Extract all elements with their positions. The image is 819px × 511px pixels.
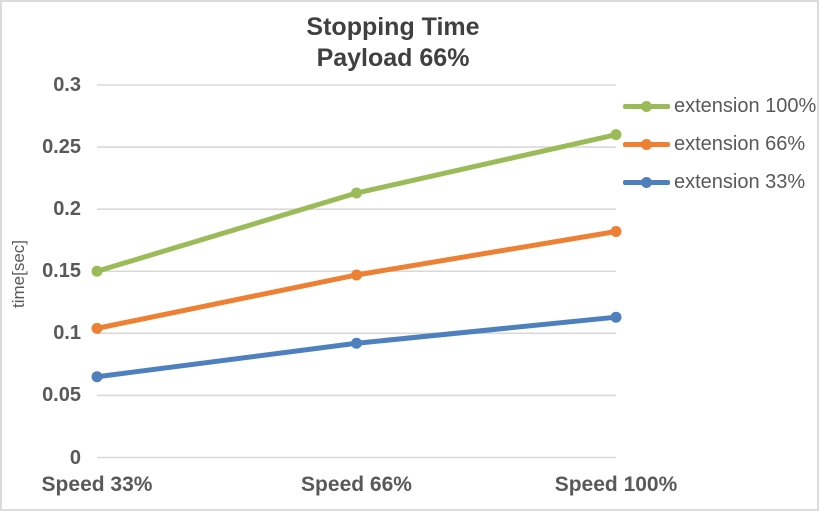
data-point-extension-66- [91, 322, 103, 334]
y-axis-tick-label: 0.1 [53, 322, 81, 345]
legend-line-marker-icon [623, 138, 670, 150]
data-point-extension-33- [610, 311, 622, 323]
y-axis-tick-label: 0.3 [53, 74, 81, 96]
x-axis-label-speed-66: Speed 66% [301, 473, 412, 496]
legend-line-marker-icon [623, 100, 670, 112]
y-axis-tick-label: 0 [69, 446, 81, 469]
data-point-extension-33- [91, 371, 103, 383]
data-point-extension-66- [351, 269, 362, 281]
y-axis-tick-label: 0.25 [42, 136, 81, 159]
series-line-extension-100- [94, 132, 619, 274]
data-point-extension-33- [351, 337, 362, 349]
legend-label: extension 66% [674, 132, 806, 155]
chart-title: Stopping Time Payload 66% [2, 12, 784, 74]
legend-label: extension 100% [674, 94, 817, 117]
data-point-extension-100- [351, 187, 362, 199]
chart-title-line-2: Payload 66% [316, 44, 470, 72]
chart-title-line-1: Stopping Time [306, 13, 480, 41]
y-axis-tick-label: 0.2 [53, 198, 81, 221]
data-point-extension-66- [610, 226, 622, 238]
data-point-extension-100- [91, 265, 103, 277]
legend-item-extension-33: extension 33% [623, 168, 817, 196]
y-axis-tick-label: 0.05 [42, 384, 81, 407]
x-axis-label-speed-100: Speed 100% [554, 473, 678, 496]
data-point-extension-100- [610, 129, 622, 141]
legend-item-extension-100: extension 100% [623, 92, 817, 120]
legend-item-extension-66: extension 66% [623, 130, 817, 158]
legend-label: extension 33% [674, 170, 806, 193]
y-axis-tick-label: 0.15 [42, 260, 81, 283]
legend-line-marker-icon [623, 176, 670, 188]
x-axis-label-speed-33: Speed 33% [41, 473, 153, 496]
